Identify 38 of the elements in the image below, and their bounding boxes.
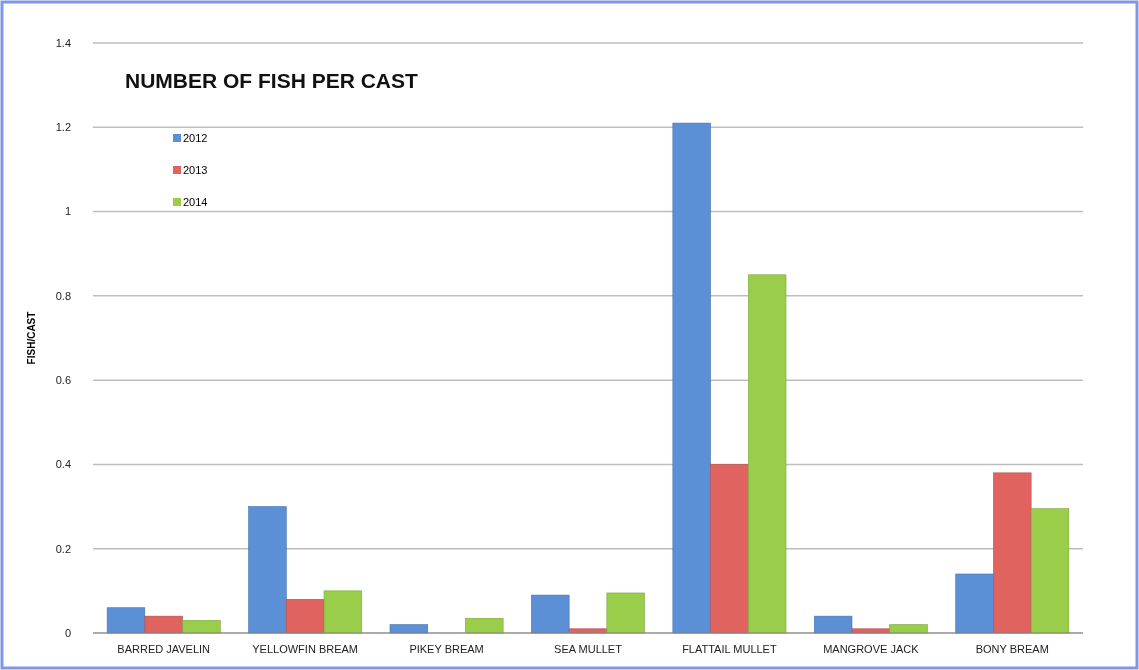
- bar: [889, 624, 928, 634]
- bar: [710, 464, 749, 634]
- bar: [813, 615, 853, 634]
- x-tick-label: BARRED JAVELIN: [117, 643, 211, 655]
- y-axis-title: FISH/CAST: [26, 311, 37, 365]
- x-tick-label: PIKEY BREAM: [409, 643, 484, 655]
- bar: [182, 620, 221, 634]
- y-tick-label: 0: [64, 626, 71, 639]
- bar: [465, 617, 504, 634]
- legend-label: 2012: [183, 131, 208, 144]
- legend-label: 2013: [183, 163, 208, 176]
- bar: [106, 607, 146, 634]
- x-tick-label: SEA MULLET: [554, 643, 623, 655]
- y-tick-label: 0.4: [55, 458, 71, 471]
- bar: [672, 122, 711, 634]
- bar: [248, 506, 287, 634]
- bar: [747, 274, 787, 634]
- bar: [531, 594, 570, 634]
- text: NUMBER OF FISH PER CAST: [125, 69, 419, 92]
- x-tick-label: BONY BREAM: [975, 643, 1049, 655]
- bar: [323, 590, 363, 634]
- y-tick-label: 1: [64, 205, 71, 218]
- bar: [606, 592, 645, 634]
- legend-label: 2014: [183, 195, 208, 208]
- y-tick-label: 0.8: [55, 289, 71, 302]
- y-tick-label: 0.6: [55, 373, 71, 386]
- bar: [285, 598, 325, 634]
- bar: [955, 573, 994, 634]
- x-tick-label: YELLOWFIN BREAM: [252, 643, 359, 655]
- bar: [144, 615, 183, 634]
- bar: [1030, 508, 1070, 634]
- x-tick-label: FLATTAIL MULLET: [682, 643, 777, 655]
- bar: [993, 472, 1032, 634]
- bar: [389, 624, 429, 634]
- y-tick-label: 1.4: [55, 36, 71, 49]
- y-tick-label: 0.2: [55, 542, 71, 555]
- y-tick-label: 1.2: [55, 121, 71, 134]
- x-tick-label: MANGROVE JACK: [823, 643, 920, 655]
